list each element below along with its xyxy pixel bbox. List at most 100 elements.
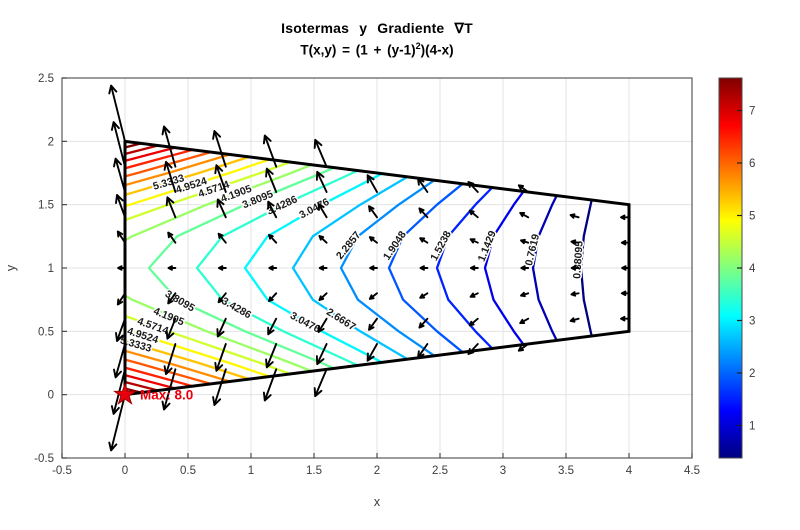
quiver-arrow [517, 343, 530, 352]
contour-label: 1.1429 [476, 229, 499, 263]
quiver-arrow [268, 233, 278, 244]
contour-line [387, 182, 464, 354]
max-value-label: Max: 8.0 [140, 388, 193, 403]
contour-line [123, 155, 251, 197]
contour-line [531, 194, 558, 342]
quiver-arrow [317, 317, 328, 333]
quiver-arrow [315, 343, 328, 366]
quiver-arrow [620, 290, 630, 297]
quiver-arrow [469, 265, 479, 271]
quiver-arrow [520, 265, 530, 271]
quiver-arrow [216, 317, 227, 338]
quiver-arrow [265, 343, 278, 369]
quiver-arrow [165, 317, 177, 340]
quiver-arrow [217, 265, 227, 271]
quiver-arrow [268, 292, 278, 303]
quiver-arrow [217, 292, 227, 304]
quiver-arrow [108, 393, 126, 452]
quiver-arrow [520, 238, 530, 245]
x-tick-label: 4 [626, 465, 633, 477]
y-tick-label: 1.5 [38, 200, 54, 212]
quiver-arrow [368, 205, 378, 219]
quiver-arrow [116, 230, 126, 244]
quiver-arrow [163, 160, 177, 193]
contour-label: 2.2857 [334, 229, 364, 262]
quiver-arrow [517, 184, 530, 193]
x-tick-label: -0.5 [52, 465, 72, 477]
title-text: Isotermas y Gradiente ∇T [281, 20, 473, 36]
contour-label: 0.7619 [523, 233, 542, 267]
quiver-arrow [113, 157, 126, 193]
contour-line [123, 366, 194, 388]
contour-line [123, 160, 292, 222]
x-tick-label: 2 [374, 465, 380, 477]
contour-line [435, 186, 494, 350]
colorbar-tick-label: 4 [749, 263, 756, 275]
quiver-arrow [110, 121, 126, 168]
quiver-arrow [417, 177, 429, 193]
quiver-arrow [267, 317, 278, 336]
quiver-arrow [620, 214, 630, 221]
quiver-arrow [519, 211, 530, 219]
contour-line [123, 150, 213, 178]
x-tick-label: 3.5 [558, 465, 574, 477]
x-tick-label: 2.5 [432, 465, 448, 477]
contour-line [579, 198, 593, 338]
quiver-arrow [418, 317, 429, 329]
quiver-arrow [318, 292, 328, 301]
contour-label: 0.38095 [571, 240, 586, 279]
contour-label: 1.5238 [428, 229, 454, 263]
contour-line [123, 349, 231, 383]
quiver-arrow [366, 174, 378, 193]
quiver-arrow [268, 265, 278, 271]
quiver-arrow [569, 213, 580, 219]
quiver-arrow [520, 291, 530, 298]
quiver-arrow [368, 292, 378, 300]
quiver-arrow [368, 236, 378, 244]
contour-line [123, 144, 160, 156]
quiver-arrow [108, 84, 126, 143]
quiver-arrow [468, 209, 479, 219]
contour-line [123, 158, 271, 208]
quiver-arrow [217, 232, 227, 244]
quiver-arrow [467, 181, 479, 193]
quiver-arrow [262, 368, 278, 402]
quiver-arrow [419, 292, 429, 299]
contour-label: 3.4286 [219, 295, 253, 321]
quiver-arrow [419, 265, 429, 271]
quiver-arrow [469, 292, 479, 298]
quiver-arrow [368, 317, 378, 331]
y-tick-label: 2.5 [38, 73, 54, 85]
domain-boundary [123, 139, 631, 397]
quiver-arrow [262, 134, 278, 168]
figure-title: Isotermas y Gradiente ∇T [62, 20, 692, 37]
quiver-arrow [212, 130, 227, 168]
colorbar-tick-label: 7 [749, 106, 755, 118]
quiver-arrow [369, 265, 378, 271]
quiver-arrow [167, 231, 177, 244]
contour-line [123, 328, 271, 378]
quiver-arrow [317, 203, 328, 219]
quiver-arrow [161, 125, 177, 168]
contour-line [243, 172, 384, 364]
quiver-arrow [214, 164, 227, 193]
x-tick-label: 4.5 [684, 465, 700, 477]
contour-line [147, 166, 336, 370]
quiver-arrow [417, 343, 429, 359]
quiver-arrow [569, 317, 580, 323]
quiver-arrow [212, 368, 227, 406]
quiver-arrow [469, 238, 479, 244]
contour-line [123, 294, 313, 373]
x-tick-label: 3 [500, 465, 506, 477]
contour-line [123, 380, 160, 392]
quiver-arrow [167, 292, 177, 305]
quiver-arrow [161, 368, 177, 411]
x-tick-label: 1 [248, 465, 254, 477]
quiver-arrow [318, 265, 328, 271]
y-tick-label: 0.5 [38, 326, 54, 338]
quiver-arrow [468, 317, 479, 327]
quiver-arrow [265, 167, 278, 193]
quiver-arrow [113, 343, 126, 379]
quiver-arrow [115, 194, 126, 219]
